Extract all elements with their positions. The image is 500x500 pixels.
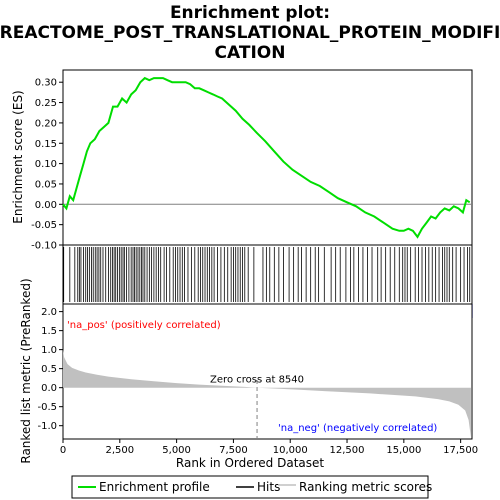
metric-y-tick-label: -1.0 — [37, 421, 57, 432]
metric-y-tick-label: 1.0 — [41, 345, 57, 356]
metric-y-tick-label: 1.5 — [41, 326, 57, 337]
ranking-metric-area — [63, 349, 471, 438]
es-y-tick-label: 0.25 — [35, 98, 57, 109]
es-y-tick-label: 0.30 — [35, 78, 57, 89]
metric-x-axis: 0 2,500 5,000 7,500 10,000 12,500 15,000 17,500 — [60, 439, 478, 456]
x-tick-label: 10,000 — [273, 445, 308, 456]
metric-panel-frame — [62, 303, 473, 440]
metric-y-axis-label: Ranked list metric (PreRanked) — [19, 278, 33, 463]
metric-y-tick-label: 0.0 — [41, 383, 57, 394]
hits-markers — [63, 247, 471, 302]
es-y-tick-label: 0.10 — [35, 159, 57, 170]
metric-y-tick-label: 0.5 — [41, 364, 57, 375]
chart-title-line-2: REACTOME_POST_TRANSLATIONAL_PROTEIN_MODI… — [0, 23, 500, 43]
es-y-axis-label: Enrichment score (ES) — [11, 90, 25, 223]
es-y-tick-label: 0.05 — [35, 179, 57, 190]
es-y-tick-label: 0.20 — [35, 118, 57, 129]
es-y-tick-label: 0.00 — [35, 200, 57, 211]
enrichment-profile-line — [62, 76, 471, 239]
es-y-axis: 0.30 0.25 0.20 0.15 0.10 0.05 0.00 -0.05 -0.10 — [31, 78, 63, 252]
es-y-tick-label: 0.15 — [35, 139, 57, 150]
metric-y-tick-label: 2.0 — [41, 307, 57, 318]
x-tick-label: 5,000 — [162, 445, 191, 456]
negative-label: 'na_neg' (negatively correlated) — [278, 423, 437, 434]
legend-metric-label: Ranking metric scores — [299, 480, 432, 494]
es-y-tick-label: -0.10 — [31, 241, 57, 252]
positive-label: 'na_pos' (positively correlated) — [67, 320, 221, 331]
x-tick-label: 12,500 — [330, 445, 365, 456]
x-tick-label: 2,500 — [105, 445, 134, 456]
x-tick-label: 17,500 — [443, 445, 478, 456]
x-tick-label: 15,000 — [386, 445, 421, 456]
chart-title-line-3: CATION — [215, 43, 286, 63]
x-axis-label: Rank in Ordered Dataset — [176, 456, 324, 470]
es-panel-frame — [62, 69, 473, 246]
metric-y-axis: 2.0 1.5 1.0 0.5 0.0 -0.5 -1.0 — [37, 307, 63, 432]
x-tick-label: 0 — [60, 445, 66, 456]
es-y-tick-label: -0.05 — [31, 220, 57, 231]
legend-enrichment-label: Enrichment profile — [99, 480, 210, 494]
legend-hits-label: Hits — [257, 480, 280, 494]
chart-title-line-1: Enrichment plot: — [170, 3, 330, 23]
zero-cross-label: Zero cross at 8540 — [210, 375, 304, 386]
x-tick-label: 7,500 — [219, 445, 248, 456]
metric-y-tick-label: -0.5 — [37, 402, 57, 413]
